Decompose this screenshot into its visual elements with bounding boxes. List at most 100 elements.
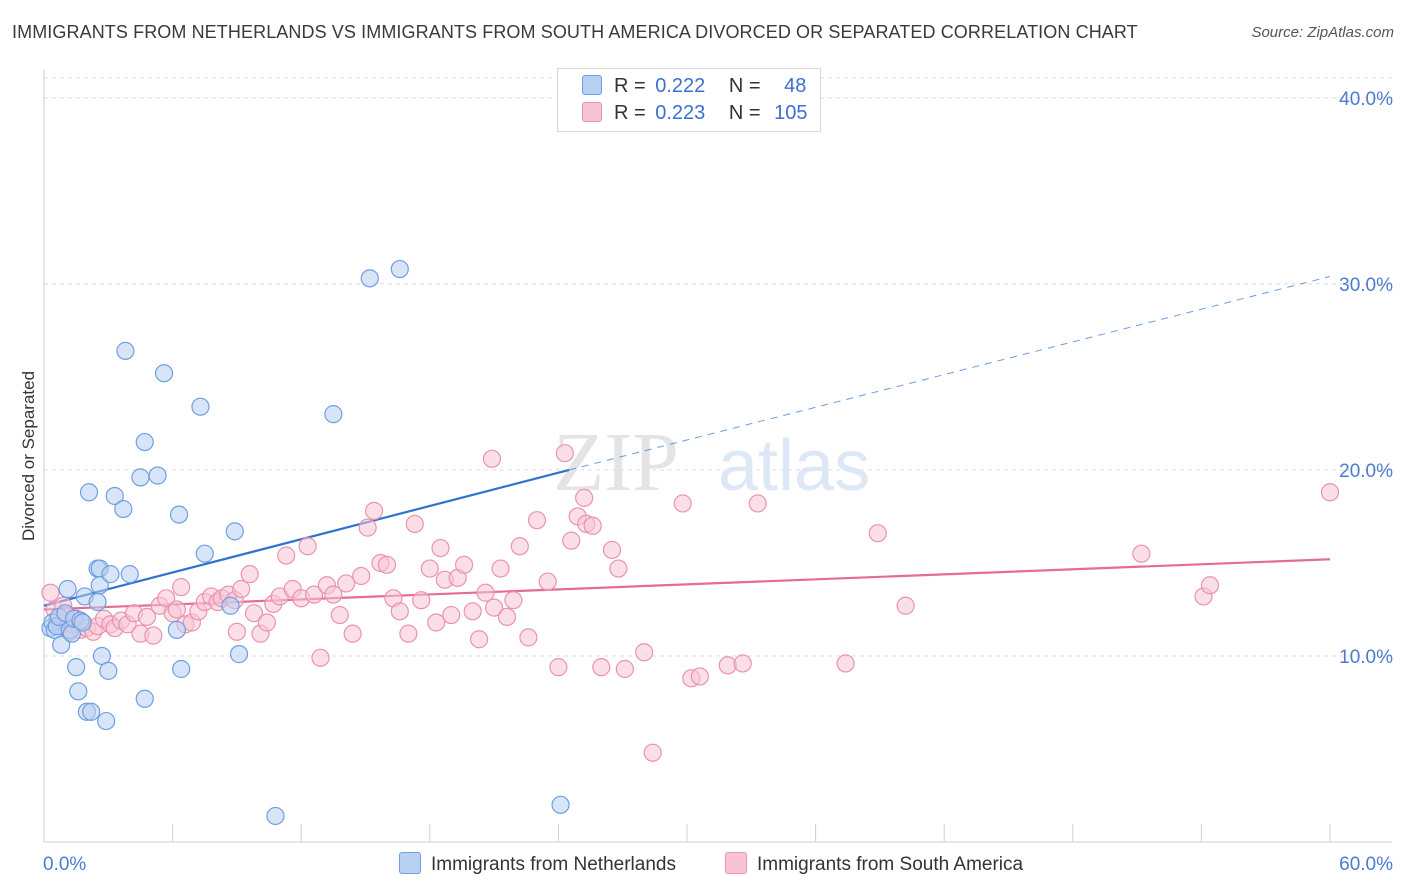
point-south-america (575, 488, 594, 507)
point-south-america (476, 583, 495, 602)
y-axis-title: Divorced or Separated (19, 371, 38, 541)
point-netherlands (73, 613, 92, 632)
point-south-america (137, 607, 156, 627)
point-netherlands (221, 596, 240, 615)
point-netherlands (88, 592, 107, 612)
legend-row-south-america: R = 0.223 N = 105 (582, 102, 808, 126)
point-south-america (868, 524, 887, 543)
point-south-america (232, 579, 251, 599)
point-south-america (352, 566, 371, 586)
point-netherlands (79, 483, 99, 502)
point-netherlands (135, 432, 154, 452)
point-south-america (510, 537, 529, 556)
legend-swatch-blue (582, 75, 602, 95)
point-netherlands (97, 711, 116, 731)
legend-r-value: 0.222 (655, 75, 706, 97)
point-netherlands (154, 364, 174, 383)
x-tick-label: 60.0% (1339, 854, 1393, 875)
point-netherlands (120, 565, 139, 584)
legend-n-label: N = (728, 75, 761, 97)
point-south-america (549, 658, 568, 677)
point-south-america (555, 444, 574, 463)
watermark: ZIP atlas (553, 416, 870, 509)
point-netherlands (390, 259, 409, 279)
point-south-america (257, 613, 277, 632)
point-south-america (358, 518, 377, 537)
point-south-america (412, 591, 431, 610)
series-legend-netherlands: Immigrants from Netherlands (399, 852, 676, 876)
point-south-america (615, 659, 634, 679)
point-south-america (538, 572, 557, 591)
point-south-america (304, 585, 324, 604)
point-netherlands (114, 499, 133, 519)
point-netherlands (99, 661, 118, 680)
point-netherlands (90, 576, 109, 595)
point-south-america (718, 656, 737, 675)
x-tick-label: 0.0% (43, 854, 86, 875)
point-netherlands (324, 405, 343, 424)
point-south-america (690, 667, 709, 686)
point-netherlands (101, 565, 120, 584)
point-south-america (390, 602, 409, 621)
axis-labels: 10.0% 20.0% 30.0% 40.0% 0.0% 60.0% Divorced or… (19, 89, 1393, 875)
legend-row-netherlands: R = 0.222 N = 48 (582, 75, 806, 99)
watermark-zip: ZIP (553, 416, 679, 509)
point-south-america (240, 565, 259, 584)
point-netherlands (167, 620, 186, 640)
point-netherlands (229, 645, 249, 664)
legend-n-value: 105 (774, 102, 808, 124)
point-south-america (277, 546, 296, 565)
point-south-america (463, 602, 482, 621)
series-legend: Immigrants from Netherlands Immigrants f… (0, 852, 1406, 878)
legend-n-value: 48 (784, 75, 807, 97)
data-points (41, 259, 1340, 826)
point-netherlands (116, 341, 135, 360)
point-south-america (420, 559, 439, 578)
point-south-america (592, 658, 611, 677)
y-tick-label: 40.0% (1339, 89, 1393, 110)
y-tick-label: 20.0% (1339, 461, 1393, 482)
point-south-america (836, 654, 855, 673)
point-netherlands (82, 702, 101, 721)
point-south-america (377, 555, 397, 574)
point-south-america (673, 494, 692, 513)
chart-title: IMMIGRANTS FROM NETHERLANDS VS IMMIGRANT… (12, 22, 1138, 42)
point-south-america (405, 514, 424, 533)
point-netherlands (266, 806, 285, 826)
point-south-america (896, 596, 915, 615)
point-south-america (748, 494, 767, 513)
source-label: Source: ZipAtlas.com (1251, 24, 1394, 41)
point-south-america (442, 605, 461, 625)
point-south-america (41, 583, 60, 602)
point-south-america (583, 516, 602, 535)
series-name: Immigrants from Netherlands (431, 854, 676, 875)
point-south-america (527, 511, 547, 530)
point-south-america (144, 626, 163, 645)
axes (43, 70, 1392, 843)
point-south-america (427, 613, 446, 632)
point-south-america (337, 574, 356, 593)
y-tick-label: 30.0% (1339, 275, 1393, 296)
point-south-america (602, 540, 622, 560)
point-south-america (469, 630, 489, 649)
point-south-america (643, 743, 662, 762)
point-south-america (497, 607, 517, 627)
point-south-america (343, 624, 362, 643)
trend-line-south-america (43, 558, 1331, 611)
point-south-america (485, 598, 504, 617)
point-south-america (491, 559, 510, 578)
point-netherlands (58, 579, 77, 599)
point-south-america (172, 578, 191, 597)
point-south-america (298, 537, 317, 556)
point-south-america (482, 449, 502, 468)
point-south-america (330, 605, 349, 625)
point-netherlands (52, 635, 71, 654)
point-south-america (562, 531, 581, 550)
point-south-america (504, 591, 523, 610)
point-netherlands (225, 522, 244, 541)
point-south-america (1132, 544, 1151, 563)
watermark-atlas: atlas (718, 426, 870, 506)
legend-swatch-pink (582, 102, 602, 122)
point-south-america (364, 501, 384, 520)
